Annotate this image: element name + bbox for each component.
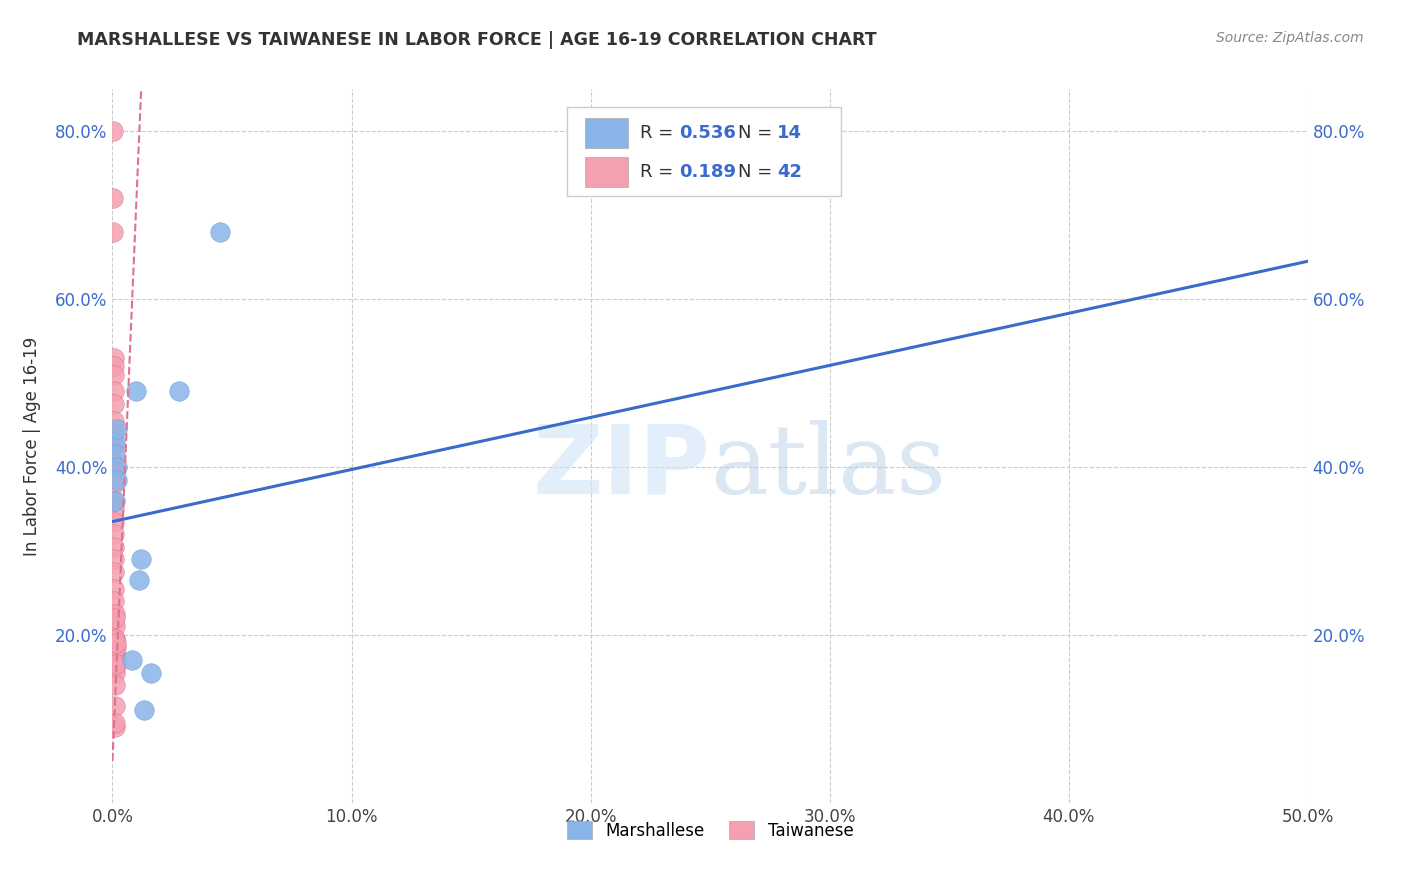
Text: R =: R =: [640, 163, 679, 181]
Point: [104, 640, 127, 655]
FancyBboxPatch shape: [585, 118, 627, 148]
Point: [104, 648, 127, 663]
Text: N =: N =: [738, 124, 778, 142]
Point: [103, 464, 125, 478]
Point: [103, 594, 125, 608]
Point: [105, 473, 128, 487]
Point: [103, 456, 125, 470]
Point: [103, 565, 125, 579]
Point: [103, 426, 125, 441]
Point: [103, 359, 125, 374]
Point: [103, 351, 125, 365]
Point: [104, 657, 127, 672]
Text: 14: 14: [778, 124, 801, 142]
Point: [104, 619, 127, 633]
FancyBboxPatch shape: [585, 157, 627, 187]
Text: MARSHALLESE VS TAIWANESE IN LABOR FORCE | AGE 16-19 CORRELATION CHART: MARSHALLESE VS TAIWANESE IN LABOR FORCE …: [77, 31, 877, 49]
Point: [104, 653, 127, 667]
Point: [104, 632, 127, 646]
Point: [103, 414, 125, 428]
Point: [104, 632, 127, 646]
Point: [209, 225, 232, 239]
Text: ZIP: ZIP: [531, 421, 710, 514]
Point: [104, 607, 127, 621]
Point: [104, 434, 127, 449]
Point: [103, 384, 125, 399]
Point: [103, 191, 125, 205]
FancyBboxPatch shape: [567, 107, 842, 196]
Point: [103, 368, 125, 382]
Point: [104, 678, 127, 692]
Point: [139, 665, 162, 680]
Point: [105, 460, 128, 475]
Point: [129, 552, 152, 566]
Text: N =: N =: [738, 163, 778, 181]
Text: Source: ZipAtlas.com: Source: ZipAtlas.com: [1216, 31, 1364, 45]
Text: 42: 42: [778, 163, 801, 181]
Point: [105, 422, 128, 436]
Point: [104, 661, 127, 675]
Point: [103, 540, 125, 554]
Point: [103, 527, 125, 541]
Point: [121, 653, 143, 667]
Point: [169, 384, 191, 399]
Text: 0.189: 0.189: [679, 163, 735, 181]
Text: 0.536: 0.536: [679, 124, 735, 142]
Point: [104, 645, 127, 659]
Point: [128, 574, 150, 588]
Text: R =: R =: [640, 124, 679, 142]
Point: [103, 552, 125, 566]
Point: [104, 636, 127, 650]
Point: [103, 397, 125, 411]
Legend: Marshallese, Taiwanese: Marshallese, Taiwanese: [558, 814, 862, 848]
Point: [104, 648, 127, 663]
Point: [104, 611, 127, 625]
Y-axis label: In Labor Force | Age 16-19: In Labor Force | Age 16-19: [24, 336, 41, 556]
Point: [103, 439, 125, 453]
Point: [104, 493, 127, 508]
Point: [104, 720, 127, 734]
Point: [103, 124, 125, 138]
Point: [125, 384, 148, 399]
Text: atlas: atlas: [710, 420, 946, 515]
Point: [103, 582, 125, 596]
Point: [103, 515, 125, 529]
Point: [104, 447, 127, 461]
Point: [132, 703, 155, 717]
Point: [104, 665, 127, 680]
Point: [104, 716, 127, 731]
Point: [103, 476, 125, 491]
Point: [104, 699, 127, 714]
Point: [103, 493, 125, 508]
Point: [103, 225, 125, 239]
Point: [103, 502, 125, 516]
Point: [104, 657, 127, 672]
